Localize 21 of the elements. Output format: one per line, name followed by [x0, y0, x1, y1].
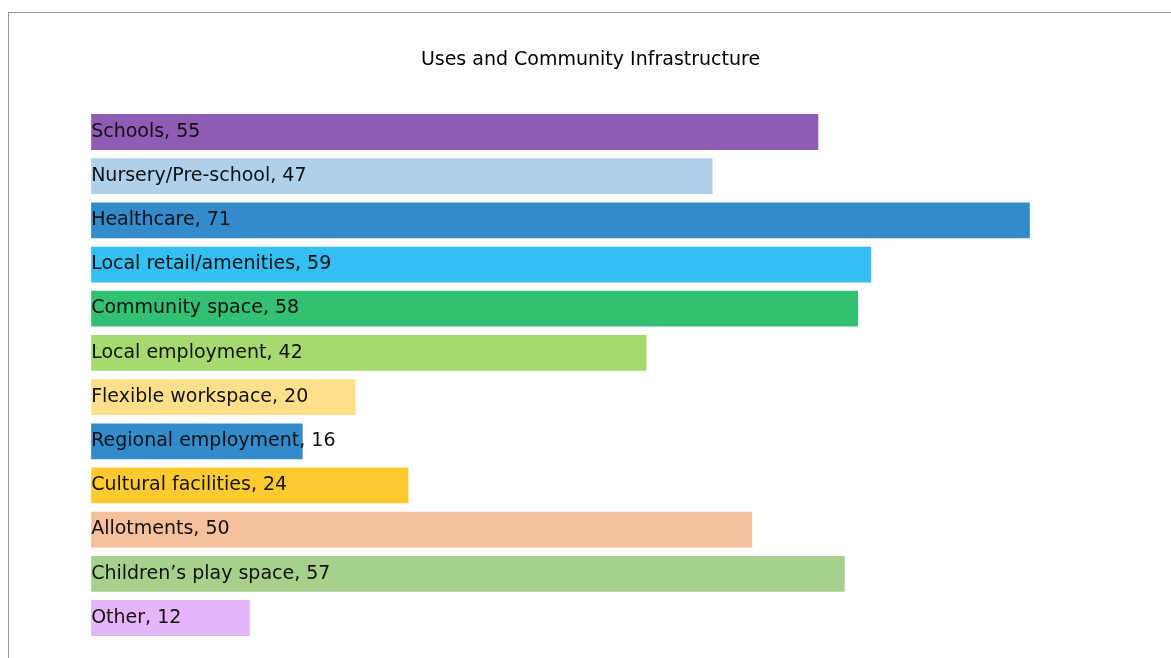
data-label: Community space, 58: [91, 295, 300, 318]
data-label: Other, 12: [91, 604, 182, 627]
bar: [91, 246, 872, 283]
data-label: Cultural facilities, 24: [91, 472, 288, 495]
data-label: Flexible workspace, 20: [91, 383, 309, 406]
bar: [91, 114, 819, 150]
bar: [91, 555, 845, 592]
bar: [91, 290, 858, 327]
bar: [91, 335, 647, 371]
data-label: Schools, 55: [91, 118, 201, 141]
data-label: Children’s play space, 57: [91, 560, 331, 583]
data-label: Local employment, 42: [91, 339, 303, 362]
data-label: Nursery/Pre-school, 47: [91, 162, 307, 185]
bar: [91, 511, 753, 548]
data-label: Allotments, 50: [91, 516, 230, 539]
chart-title: Uses and Community Infrastructure: [420, 47, 761, 70]
bar: [91, 158, 713, 195]
bar: [91, 202, 1030, 239]
data-label: Healthcare, 71: [91, 207, 231, 230]
data-label: Local retail/amenities, 59: [91, 251, 332, 274]
bar: [91, 600, 250, 636]
